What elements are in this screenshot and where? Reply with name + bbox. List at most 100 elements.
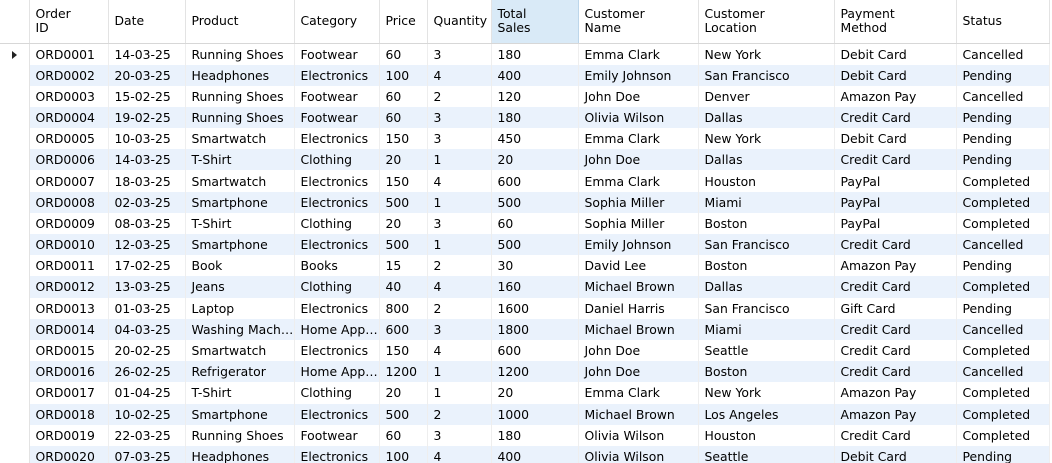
row-selector-header[interactable]: [0, 0, 30, 44]
cell-customer-name[interactable]: Emma Clark: [578, 382, 699, 404]
cell-product[interactable]: Running Shoes: [185, 85, 295, 107]
cell-customer-name[interactable]: Sophia Miller: [578, 191, 699, 213]
cell-total-sales[interactable]: 600: [491, 339, 579, 362]
row-selector[interactable]: [0, 43, 30, 65]
cell-category[interactable]: Books: [294, 255, 380, 277]
row-selector[interactable]: [0, 361, 30, 383]
cell-order-id[interactable]: ORD0013: [29, 297, 109, 319]
row-selector[interactable]: [0, 212, 30, 234]
cell-price[interactable]: 150: [379, 339, 428, 362]
cell-price[interactable]: 60: [379, 424, 428, 446]
column-header-status[interactable]: Status: [956, 0, 1050, 44]
cell-customer-name[interactable]: Sophia Miller: [578, 212, 699, 234]
cell-customer-location[interactable]: Dallas: [698, 276, 835, 298]
cell-category[interactable]: Clothing: [294, 212, 380, 234]
cell-date[interactable]: 19-02-25: [108, 106, 186, 129]
cell-payment-method[interactable]: Credit Card: [834, 339, 957, 362]
cell-category[interactable]: Electronics: [294, 128, 380, 150]
cell-category[interactable]: Home Appliances: [294, 361, 380, 383]
cell-order-id[interactable]: ORD0003: [29, 85, 109, 107]
cell-customer-location[interactable]: Dallas: [698, 149, 835, 171]
cell-total-sales[interactable]: 60: [491, 212, 579, 234]
cell-total-sales[interactable]: 160: [491, 276, 579, 298]
cell-payment-method[interactable]: Amazon Pay: [834, 382, 957, 404]
cell-payment-method[interactable]: Amazon Pay: [834, 403, 957, 425]
cell-total-sales[interactable]: 1800: [491, 318, 579, 340]
cell-price[interactable]: 100: [379, 64, 428, 86]
cell-payment-method[interactable]: Gift Card: [834, 297, 957, 319]
cell-payment-method[interactable]: Amazon Pay: [834, 85, 957, 107]
cell-category[interactable]: Footwear: [294, 424, 380, 446]
cell-customer-name[interactable]: Emily Johnson: [578, 234, 699, 256]
cell-status[interactable]: Cancelled: [956, 318, 1050, 340]
cell-product[interactable]: T-Shirt: [185, 212, 295, 234]
cell-status[interactable]: Pending: [956, 149, 1050, 171]
cell-customer-name[interactable]: Olivia Wilson: [578, 106, 699, 129]
cell-category[interactable]: Electronics: [294, 234, 380, 256]
row-selector[interactable]: [0, 255, 30, 277]
row-selector[interactable]: [0, 382, 30, 404]
cell-order-id[interactable]: ORD0017: [29, 382, 109, 404]
cell-product[interactable]: Smartwatch: [185, 170, 295, 192]
cell-quantity[interactable]: 3: [427, 128, 492, 150]
cell-date[interactable]: 10-03-25: [108, 128, 186, 150]
cell-price[interactable]: 150: [379, 170, 428, 192]
cell-date[interactable]: 26-02-25: [108, 361, 186, 383]
cell-date[interactable]: 01-04-25: [108, 382, 186, 404]
cell-payment-method[interactable]: PayPal: [834, 170, 957, 192]
cell-customer-location[interactable]: Houston: [698, 424, 835, 446]
cell-date[interactable]: 14-03-25: [108, 149, 186, 171]
row-selector[interactable]: [0, 106, 30, 129]
cell-status[interactable]: Completed: [956, 403, 1050, 425]
column-header-product[interactable]: Product: [185, 0, 295, 44]
cell-status[interactable]: Pending: [956, 128, 1050, 150]
cell-price[interactable]: 600: [379, 318, 428, 340]
cell-payment-method[interactable]: Credit Card: [834, 424, 957, 446]
cell-order-id[interactable]: ORD0005: [29, 128, 109, 150]
cell-status[interactable]: Completed: [956, 339, 1050, 362]
cell-product[interactable]: T-Shirt: [185, 382, 295, 404]
cell-total-sales[interactable]: 400: [491, 64, 579, 86]
cell-status[interactable]: Completed: [956, 382, 1050, 404]
cell-product[interactable]: Smartwatch: [185, 339, 295, 362]
cell-customer-name[interactable]: Michael Brown: [578, 403, 699, 425]
cell-quantity[interactable]: 3: [427, 212, 492, 234]
cell-product[interactable]: Smartphone: [185, 234, 295, 256]
cell-date[interactable]: 20-02-25: [108, 339, 186, 362]
cell-date[interactable]: 10-02-25: [108, 403, 186, 425]
table-row[interactable]: ORD0005 10-03-25 Smartwatch Electronics 150 3…: [0, 128, 1050, 150]
cell-category[interactable]: Footwear: [294, 43, 380, 65]
cell-date[interactable]: 22-03-25: [108, 424, 186, 446]
cell-order-id[interactable]: ORD0007: [29, 170, 109, 192]
cell-quantity[interactable]: 3: [427, 43, 492, 65]
cell-payment-method[interactable]: Debit Card: [834, 445, 957, 463]
cell-date[interactable]: 12-03-25: [108, 234, 186, 256]
cell-status[interactable]: Pending: [956, 255, 1050, 277]
cell-payment-method[interactable]: PayPal: [834, 191, 957, 213]
cell-price[interactable]: 20: [379, 149, 428, 171]
cell-category[interactable]: Clothing: [294, 382, 380, 404]
cell-total-sales[interactable]: 30: [491, 255, 579, 277]
cell-customer-location[interactable]: Houston: [698, 170, 835, 192]
cell-quantity[interactable]: 4: [427, 339, 492, 362]
cell-category[interactable]: Electronics: [294, 297, 380, 319]
cell-customer-location[interactable]: Miami: [698, 318, 835, 340]
cell-order-id[interactable]: ORD0009: [29, 212, 109, 234]
cell-date[interactable]: 20-03-25: [108, 64, 186, 86]
cell-order-id[interactable]: ORD0020: [29, 445, 109, 463]
cell-order-id[interactable]: ORD0004: [29, 106, 109, 129]
table-row[interactable]: ORD0008 02-03-25 Smartphone Electronics 500 1…: [0, 191, 1050, 213]
cell-total-sales[interactable]: 1000: [491, 403, 579, 425]
cell-product[interactable]: Running Shoes: [185, 424, 295, 446]
cell-customer-name[interactable]: Emma Clark: [578, 170, 699, 192]
cell-product[interactable]: T-Shirt: [185, 149, 295, 171]
cell-category[interactable]: Clothing: [294, 276, 380, 298]
cell-quantity[interactable]: 1: [427, 361, 492, 383]
row-selector[interactable]: [0, 297, 30, 319]
row-selector[interactable]: [0, 234, 30, 256]
cell-order-id[interactable]: ORD0006: [29, 149, 109, 171]
cell-price[interactable]: 150: [379, 128, 428, 150]
cell-customer-location[interactable]: Miami: [698, 191, 835, 213]
column-header-customer-location[interactable]: Customer Location: [698, 0, 835, 44]
